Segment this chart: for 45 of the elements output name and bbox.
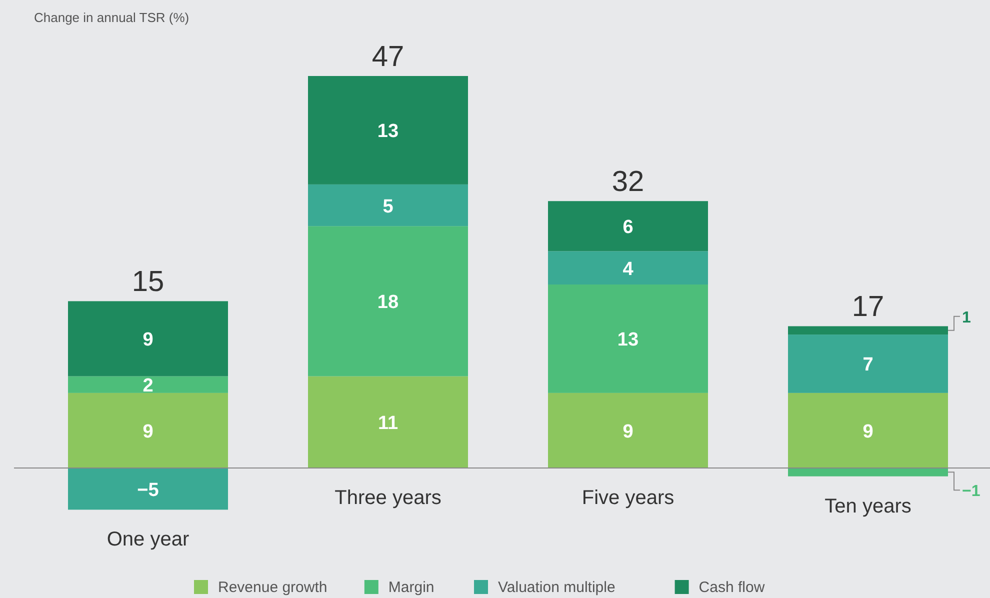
bar <box>548 284 708 393</box>
bar <box>788 334 948 393</box>
bar <box>308 184 468 226</box>
data-label: 6 <box>622 217 634 238</box>
data-label: 5 <box>382 196 394 218</box>
x-tick-label: One year <box>106 528 190 551</box>
y-axis-title: Change in annual TSR (%) <box>34 10 190 25</box>
data-label: 9 <box>142 421 154 442</box>
data-label: −5 <box>137 480 160 501</box>
bar <box>68 301 228 376</box>
data-label: 18 <box>377 292 399 314</box>
legend-label: Margin <box>388 579 434 596</box>
total-label: 15 <box>132 266 164 298</box>
x-tick-label: Five years <box>582 487 674 509</box>
data-label: −1 <box>962 483 980 500</box>
data-label: 13 <box>377 121 399 142</box>
data-label: 2 <box>142 376 154 397</box>
bar <box>68 468 228 510</box>
bar <box>68 392 228 468</box>
legend-label: Revenue growth <box>218 579 328 596</box>
bar <box>308 376 468 468</box>
total-label: 32 <box>612 166 644 198</box>
data-label: 7 <box>862 354 874 376</box>
bar <box>788 326 948 335</box>
bar <box>788 392 948 468</box>
bar <box>68 376 228 393</box>
bar <box>548 392 708 468</box>
data-label: 9 <box>142 330 154 351</box>
data-label: 13 <box>617 330 639 351</box>
legend-label: Cash flow <box>698 579 765 596</box>
x-tick-label: Three years <box>334 487 442 509</box>
data-label: 9 <box>622 421 634 442</box>
data-label: 11 <box>378 413 398 434</box>
data-label: 4 <box>622 258 634 280</box>
x-tick-label: Ten years <box>824 495 912 518</box>
bar <box>308 226 468 376</box>
legend-label: Valuation multiple <box>498 579 616 596</box>
bar <box>548 251 708 285</box>
data-label: 1 <box>962 309 971 326</box>
bar <box>308 76 468 184</box>
total-label: 47 <box>372 41 404 73</box>
bar <box>788 468 948 476</box>
bar <box>548 201 708 252</box>
total-label: 17 <box>852 291 884 324</box>
data-label: 9 <box>862 421 874 442</box>
